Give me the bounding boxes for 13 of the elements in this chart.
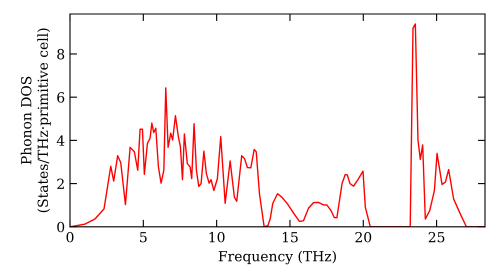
- x-tick-label: 10: [210, 232, 225, 242]
- x-tick-label: 5: [140, 232, 147, 242]
- x-tick-label: 20: [355, 232, 372, 242]
- x-tick-label: 0: [66, 232, 74, 242]
- y-tick-label: 4: [56, 135, 64, 146]
- y-axis-title: Phonon DOS (States/THz·primitive cell): [20, 28, 51, 212]
- y-tick-label: 8: [57, 48, 64, 60]
- y-tick-label: 2: [57, 178, 64, 189]
- x-tick-label: 25: [428, 232, 444, 242]
- y-tick-label: 0: [57, 222, 64, 232]
- x-tick-label: 15: [282, 232, 298, 242]
- x-axis-title: Frequency (THz): [218, 250, 336, 264]
- y-tick-label: 6: [57, 92, 64, 103]
